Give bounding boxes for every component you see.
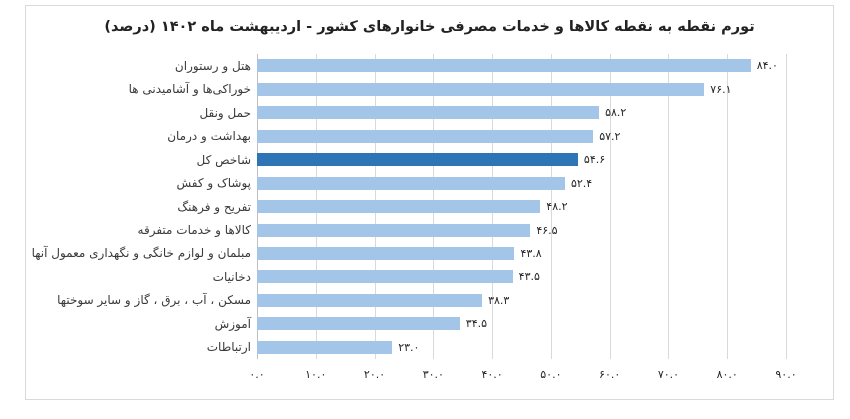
bar	[257, 223, 531, 237]
bar-row: ۴۸.۲	[257, 195, 786, 218]
bar	[257, 340, 393, 354]
x-tick-label: ۵۰.۰	[540, 368, 562, 381]
bar-value-label: ۷۶.۱	[710, 82, 732, 96]
bar-row: ۸۴.۰	[257, 54, 786, 77]
gridline	[727, 54, 729, 359]
bar-value-label: ۵۲.۴	[570, 176, 593, 190]
category-label: بهداشت و درمان	[167, 129, 251, 144]
x-tick-label: ۶۰.۰	[599, 368, 621, 381]
x-tick-label: ۴۰.۰	[481, 368, 503, 381]
category-label: ارتباطات	[206, 340, 251, 355]
bar-row: ۴۳.۵	[257, 265, 786, 288]
bar	[257, 317, 460, 331]
bar-value-label: ۲۳.۰	[398, 340, 420, 354]
bar	[257, 106, 600, 120]
gridline	[550, 54, 552, 359]
bar-highlight	[257, 153, 578, 167]
category-label: هتل و رستوران	[174, 58, 251, 73]
bar	[257, 246, 515, 260]
category-label: حمل ونقل	[199, 105, 251, 120]
bar-value-label: ۴۳.۵	[518, 270, 540, 284]
bar-value-label: ۳۸.۳	[488, 293, 510, 307]
category-label: تفریح و فرهنگ	[177, 199, 251, 214]
chart-frame: تورم نقطه به نقطه کالاها و خدمات مصرفی خ…	[25, 5, 834, 400]
bar-row: ۵۲.۴	[257, 171, 786, 194]
gridline	[786, 54, 787, 359]
gridline	[609, 54, 611, 359]
bar	[257, 129, 594, 143]
x-tick-label: ۲۰.۰	[363, 368, 386, 381]
chart-title: تورم نقطه به نقطه کالاها و خدمات مصرفی خ…	[104, 19, 755, 35]
bar-value-label: ۵۸.۲	[605, 106, 627, 120]
bar	[257, 293, 483, 307]
bar-row: ۵۸.۲	[257, 101, 786, 124]
bar-row: ۷۶.۱	[257, 77, 786, 100]
x-tick-label: ۰.۰	[249, 368, 265, 381]
x-tick-label: ۷۰.۰	[657, 368, 680, 381]
bar-row: ۳۸.۳	[257, 289, 786, 312]
gridline	[668, 54, 670, 359]
category-label: مسکن ، آب ، برق ، گاز و سایر سوختها	[57, 293, 251, 308]
bar-row: ۴۶.۵	[257, 218, 786, 241]
bar	[257, 176, 565, 190]
category-label: آموزش	[214, 316, 251, 331]
category-label: کالاها و خدمات متفرقه	[137, 223, 251, 238]
x-tick-label: ۱۰.۰	[305, 368, 327, 381]
x-tick-label: ۸۰.۰	[716, 368, 738, 381]
category-label: مبلمان و لوازم خانگی و نگهداری معمول آنه…	[31, 246, 251, 261]
category-axis: هتل و رستوران خوراکی‌ها و آشامیدنی ها حم…	[32, 54, 251, 359]
bar-value-label: ۴۳.۸	[520, 246, 542, 260]
bar-row: ۲۳.۰	[257, 336, 786, 359]
category-label: شاخص کل	[196, 152, 251, 167]
bar-row: ۵۴.۶	[257, 148, 786, 171]
bar	[257, 270, 513, 284]
bar	[257, 59, 751, 73]
bar-rows: ۸۴.۰ ۷۶.۱ ۵۸.۲ ۵۷.۲ ۵۴.۶ ۵۲.۴ ۴۸.۲ ۴۶.۵ …	[257, 54, 786, 359]
bar-row: ۴۳.۸	[257, 242, 786, 265]
bar	[257, 200, 541, 214]
bar-value-label: ۸۴.۰	[756, 59, 778, 73]
category-label: پوشاک و کفش	[176, 176, 252, 191]
x-tick-label: ۹۰.۰	[775, 368, 797, 381]
bar-value-label: ۴۸.۲	[546, 200, 568, 214]
bar-value-label: ۳۴.۵	[465, 317, 488, 331]
x-axis: ۰.۰ ۱۰.۰ ۲۰.۰ ۳۰.۰ ۴۰.۰ ۵۰.۰ ۶۰.۰ ۷۰.۰ ۸…	[249, 364, 796, 386]
bar-row: ۳۴.۵	[257, 312, 786, 335]
bar	[257, 82, 705, 96]
bar-value-label: ۵۷.۲	[599, 129, 621, 143]
bar-value-label: ۴۶.۵	[536, 223, 558, 237]
bar-value-label: ۵۴.۶	[583, 153, 606, 167]
x-tick-label: ۳۰.۰	[422, 368, 444, 381]
plot-area: ۸۴.۰ ۷۶.۱ ۵۸.۲ ۵۷.۲ ۵۴.۶ ۵۲.۴ ۴۸.۲ ۴۶.۵ …	[257, 54, 787, 359]
category-label: خوراکی‌ها و آشامیدنی ها	[128, 82, 251, 97]
bar-row: ۵۷.۲	[257, 124, 786, 147]
category-label: دخانیات	[212, 269, 251, 284]
